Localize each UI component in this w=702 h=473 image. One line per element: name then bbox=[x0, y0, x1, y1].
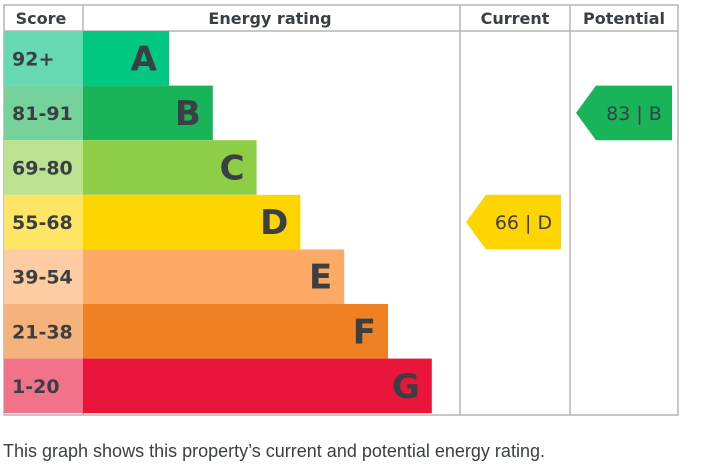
rating-bar-g bbox=[83, 358, 432, 414]
rating-bar-e bbox=[83, 249, 345, 304]
rating-letter-c: C bbox=[220, 149, 245, 189]
score-label-d: 55-68 bbox=[12, 212, 73, 234]
rating-indicators: 66 | D 83 | B bbox=[466, 85, 672, 250]
score-label-e: 39-54 bbox=[12, 267, 73, 289]
header-energy-rating: Energy rating bbox=[208, 9, 331, 28]
rating-letter-a: A bbox=[131, 39, 158, 79]
rating-bar-a bbox=[83, 31, 169, 86]
rating-bands: 92+ A 81-91 B 69-80 C 55-68 D 39-54 E 21-38 F 1-20 G bbox=[4, 31, 432, 414]
rating-letter-f: F bbox=[353, 312, 376, 352]
score-cell-d bbox=[4, 194, 83, 250]
score-cell-c bbox=[4, 140, 83, 195]
rating-letter-d: D bbox=[260, 203, 288, 243]
rating-bar-d bbox=[83, 194, 301, 250]
score-cell-g bbox=[4, 358, 83, 414]
score-label-g: 1-20 bbox=[12, 376, 60, 398]
score-cell-a bbox=[4, 31, 83, 86]
potential-rating-arrow bbox=[576, 85, 672, 141]
rating-bar-f bbox=[83, 304, 388, 359]
score-cell-b bbox=[4, 85, 83, 141]
chart-caption: This graph shows this property’s current… bbox=[3, 441, 545, 461]
score-label-c: 69-80 bbox=[12, 158, 73, 180]
energy-rating-chart: Score Energy rating Current Potential 92… bbox=[3, 4, 679, 416]
score-label-f: 21-38 bbox=[12, 321, 73, 343]
score-cell-f bbox=[4, 304, 83, 359]
header-current: Current bbox=[481, 9, 550, 28]
rating-letter-e: E bbox=[309, 258, 332, 298]
score-label-a: 92+ bbox=[12, 48, 54, 70]
rating-bar-c bbox=[83, 140, 257, 195]
rating-bar-b bbox=[83, 85, 213, 141]
header-score: Score bbox=[16, 9, 67, 28]
rating-letter-b: B bbox=[175, 94, 201, 134]
rating-letter-g: G bbox=[392, 367, 420, 407]
current-rating-arrow bbox=[466, 194, 561, 250]
header-potential: Potential bbox=[583, 9, 665, 28]
score-cell-e bbox=[4, 249, 83, 304]
potential-rating-label: 83 | B bbox=[606, 103, 662, 125]
score-label-b: 81-91 bbox=[12, 103, 73, 125]
current-rating-label: 66 | D bbox=[495, 212, 552, 234]
column-headers: Score Energy rating Current Potential bbox=[16, 9, 665, 28]
